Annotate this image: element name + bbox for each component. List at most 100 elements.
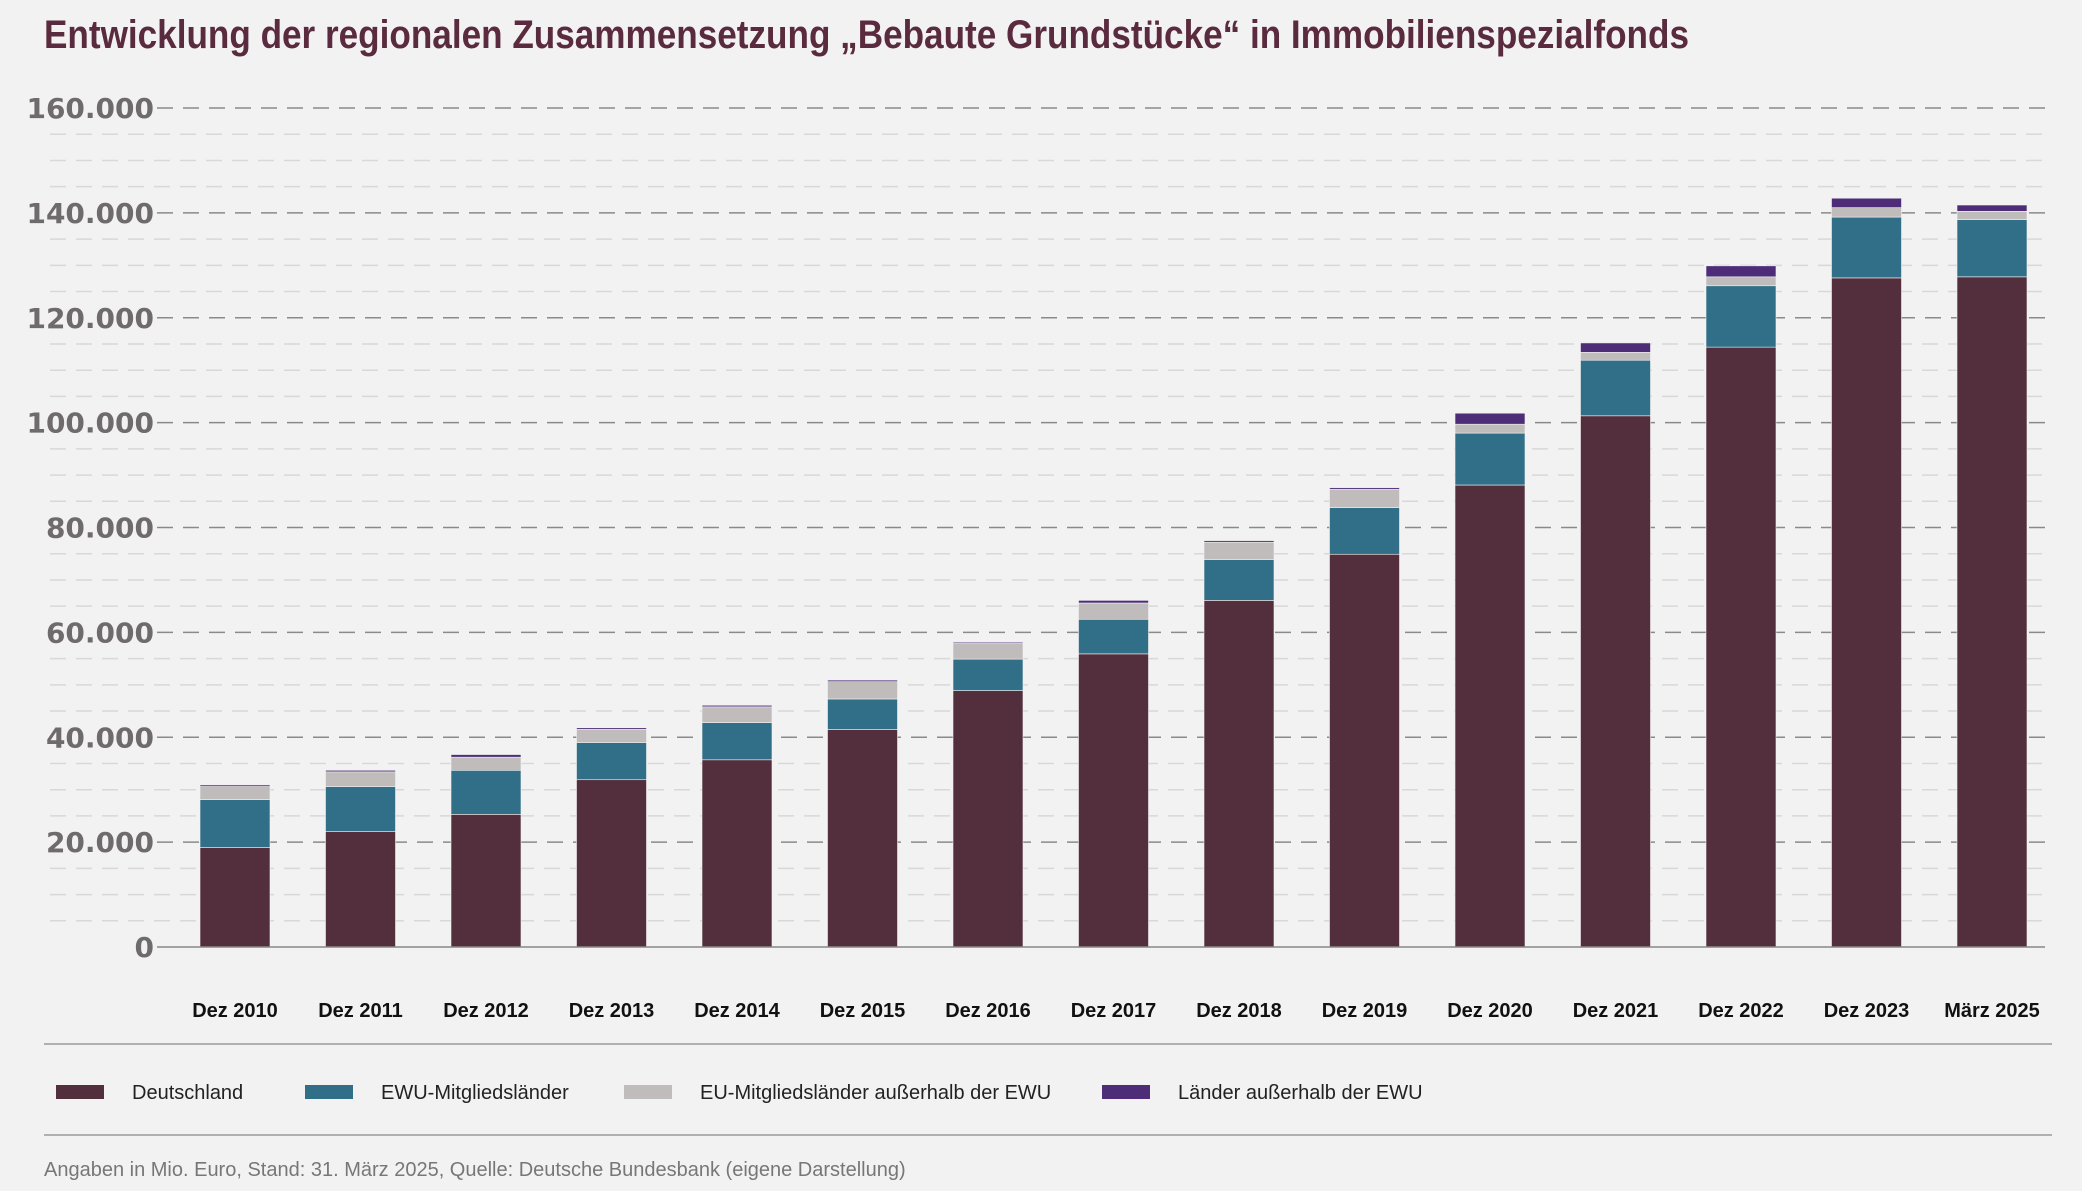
x-tick-label: Dez 2015: [820, 1000, 906, 1022]
bar-segment: [1956, 211, 2028, 220]
bar-segment: [1203, 559, 1275, 601]
bar-stack: [1956, 204, 2028, 948]
bar-segment: [1454, 432, 1526, 486]
bar-segment: [1203, 600, 1275, 948]
bar-stack: [1705, 265, 1777, 948]
bar-segment: [1831, 216, 1902, 279]
bar-stack: [325, 769, 396, 948]
bar-segment: [1831, 277, 1902, 948]
bar-segment: [576, 779, 647, 948]
bar-segment: [701, 722, 773, 761]
x-tick-label: Dez 2018: [1196, 1000, 1282, 1022]
bar-segment: [952, 642, 1024, 660]
y-tick-label: 140.000: [26, 197, 154, 230]
bar-stack: [450, 754, 522, 948]
bar-segment: [1580, 359, 1651, 417]
bar-stack: [827, 679, 898, 948]
bar-segment: [1956, 204, 2028, 212]
bar-segment: [1705, 265, 1777, 278]
bar-stack: [1454, 412, 1526, 948]
legend-swatch: [305, 1085, 353, 1099]
bar-segment: [1956, 276, 2028, 948]
bar-stack: [1329, 487, 1400, 948]
x-tick-label: Dez 2022: [1698, 1000, 1784, 1022]
x-tick-label: Dez 2020: [1447, 1000, 1533, 1022]
bar-segment: [1454, 484, 1526, 948]
x-axis: Dez 2010 Dez 2011 Dez 2012 Dez 2013 Dez 2014…: [192, 1000, 2040, 1022]
bar-segment: [952, 690, 1024, 948]
bar-stack: [1831, 197, 1902, 948]
bar-segment: [1203, 541, 1275, 560]
bar-segment: [1078, 600, 1149, 604]
y-tick-label: 120.000: [26, 302, 154, 335]
bar-segment: [1078, 602, 1149, 620]
bar-segment: [827, 698, 898, 730]
legend-swatch: [1102, 1085, 1150, 1099]
bar-segment: [1203, 540, 1275, 543]
bar-segment: [1580, 342, 1651, 353]
legend-label: Länder außerhalb der EWU: [1178, 1082, 1423, 1104]
bar-stack: [952, 641, 1024, 948]
legend-label: Deutschland: [132, 1082, 243, 1104]
bar-segment: [325, 769, 396, 773]
bar-segment: [576, 729, 647, 743]
bar-segment: [325, 786, 396, 832]
bar-segment: [199, 799, 271, 848]
bar-stack: [1580, 342, 1651, 948]
bar-segment: [1705, 276, 1777, 287]
bar-segment: [199, 847, 271, 948]
x-tick-label: März 2025: [1944, 1000, 2040, 1022]
bar-stack: [1078, 600, 1149, 948]
bar-segment: [1078, 653, 1149, 948]
bar-stack: [1203, 540, 1275, 948]
bar-segment: [827, 681, 898, 700]
y-tick-label: 60.000: [46, 616, 154, 649]
legend-swatch: [624, 1085, 672, 1099]
y-tick-label: 0: [135, 931, 154, 964]
y-tick-label: 80.000: [46, 512, 154, 545]
bar-segment: [450, 756, 522, 771]
y-axis: 0 20.000 40.000 60.000 80.000 100.000 120.000 1…: [26, 92, 154, 964]
bar-segment: [952, 658, 1024, 691]
legend-label: EWU-Mitgliedsländer: [381, 1082, 569, 1104]
y-tick-label: 100.000: [26, 407, 154, 440]
bars: [199, 197, 2028, 948]
gridlines: [50, 107, 2045, 922]
legend-swatch: [56, 1085, 104, 1099]
y-tick-label: 20.000: [46, 826, 154, 859]
bar-segment: [450, 754, 522, 758]
bar-segment: [1454, 412, 1526, 425]
bar-segment: [1329, 487, 1400, 490]
bar-segment: [952, 641, 1024, 644]
x-tick-label: Dez 2019: [1322, 1000, 1408, 1022]
footnote: Angaben in Mio. Euro, Stand: 31. März 20…: [44, 1159, 906, 1181]
bar-stack: [576, 727, 647, 948]
y-tick-label: 40.000: [46, 721, 154, 754]
x-tick-label: Dez 2012: [443, 1000, 529, 1022]
x-tick-label: Dez 2021: [1573, 1000, 1659, 1022]
bar-segment: [325, 831, 396, 948]
legend-item: EWU-Mitgliedsländer: [305, 1082, 569, 1104]
bar-segment: [1329, 488, 1400, 508]
y-tick-label: 160.000: [26, 92, 154, 125]
bar-segment: [199, 784, 271, 787]
bar-segment: [1580, 415, 1651, 948]
legend-label: EU-Mitgliedsländer außerhalb der EWU: [700, 1082, 1051, 1104]
bar-segment: [576, 727, 647, 730]
bar-segment: [450, 814, 522, 948]
bar-segment: [1329, 553, 1400, 948]
x-tick-label: Dez 2023: [1824, 1000, 1910, 1022]
x-tick-label: Dez 2017: [1071, 1000, 1157, 1022]
bar-segment: [1454, 423, 1526, 434]
bar-segment: [1078, 618, 1149, 655]
bar-segment: [1831, 207, 1902, 218]
bar-segment: [325, 771, 396, 787]
bar-segment: [701, 704, 773, 708]
bar-segment: [1580, 352, 1651, 361]
chart-title: Entwicklung der regionalen Zusammensetzu…: [44, 13, 1689, 57]
bar-segment: [1956, 219, 2028, 278]
bar-stack: [701, 704, 773, 948]
legend-item: Deutschland: [56, 1082, 243, 1104]
x-tick-label: Dez 2016: [945, 1000, 1031, 1022]
